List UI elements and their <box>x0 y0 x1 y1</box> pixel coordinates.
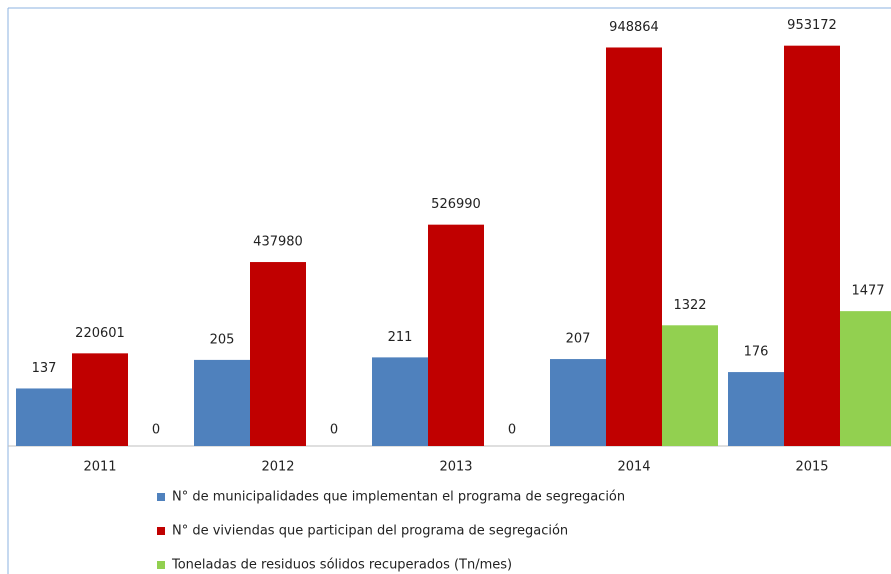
bar <box>16 388 72 446</box>
bar <box>728 372 784 446</box>
x-tick-label: 2012 <box>261 460 294 475</box>
bar <box>606 47 662 447</box>
data-label: 526990 <box>431 197 481 212</box>
data-label: 0 <box>152 423 160 438</box>
bar <box>72 353 128 446</box>
legend-swatch <box>157 527 165 535</box>
x-tick-label: 2013 <box>439 460 472 475</box>
data-label: 137 <box>32 361 57 376</box>
legend-label: N° de municipalidades que implementan el… <box>172 490 625 505</box>
bar <box>784 45 840 447</box>
bar <box>428 224 484 446</box>
x-tick-label: 2011 <box>83 460 116 475</box>
bar <box>372 357 428 446</box>
data-label: 207 <box>566 332 591 347</box>
data-label: 176 <box>744 345 769 360</box>
data-label: 948864 <box>609 20 659 35</box>
data-label: 953172 <box>787 18 837 33</box>
data-label: 437980 <box>253 235 303 250</box>
data-label: 1477 <box>851 284 884 299</box>
legend-label: N° de viviendas que participan del progr… <box>172 524 568 539</box>
data-label: 0 <box>508 423 516 438</box>
bar <box>550 359 606 446</box>
legend-swatch <box>157 493 165 501</box>
bar <box>194 359 250 446</box>
data-label: 0 <box>330 423 338 438</box>
legend-label: Toneladas de residuos sólidos recuperado… <box>171 558 512 573</box>
bar <box>662 325 718 446</box>
data-label: 205 <box>210 332 235 347</box>
data-label: 211 <box>388 330 413 345</box>
x-tick-label: 2014 <box>617 460 650 475</box>
data-label: 220601 <box>75 326 125 341</box>
bar <box>250 262 306 446</box>
data-label: 1322 <box>673 298 706 313</box>
legend-swatch <box>157 561 165 569</box>
bar <box>840 311 891 446</box>
x-tick-label: 2015 <box>795 460 828 475</box>
